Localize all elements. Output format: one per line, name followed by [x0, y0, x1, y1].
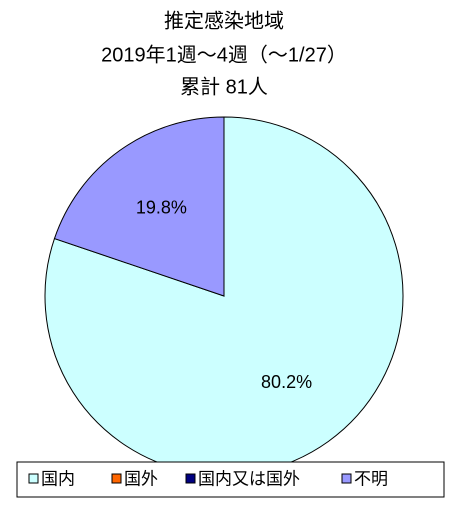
chart-subtitle: 2019年1週～4週（～1/27）: [101, 43, 347, 66]
legend-label: 国外: [124, 469, 158, 488]
legend-swatch: [185, 473, 196, 484]
legend-label: 国内又は国外: [198, 469, 300, 488]
pie-slice: [53, 116, 225, 297]
legend-swatch: [111, 473, 122, 484]
legend-swatch: [28, 473, 39, 484]
data-label: 19.8%: [136, 197, 187, 217]
legend-label: 国内: [41, 469, 75, 488]
data-label: 80.2%: [261, 372, 312, 392]
chart-subtitle: 累計 81人: [180, 75, 268, 98]
legend-box: [16, 461, 445, 498]
chart-title: 推定感染地域: [164, 9, 284, 32]
legend-swatch: [341, 473, 352, 484]
legend-label: 不明: [354, 469, 388, 488]
